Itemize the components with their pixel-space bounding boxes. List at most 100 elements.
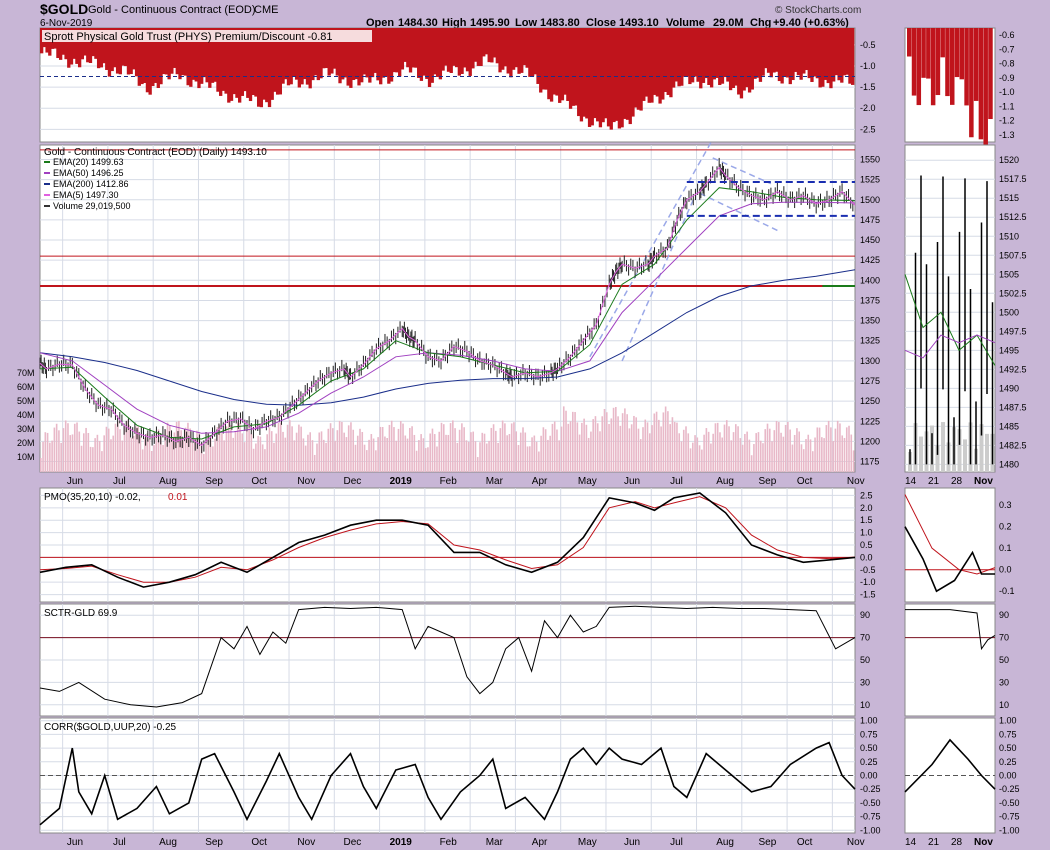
premium-bar: [273, 28, 277, 92]
premium-bar: [216, 28, 220, 92]
volume-bar: [504, 423, 506, 472]
premium-bar: [151, 28, 155, 87]
pmo-ytick-label: 1.5: [860, 515, 873, 525]
premium-bar: [574, 28, 578, 106]
volume-bar: [667, 411, 669, 472]
volume-bar: [780, 432, 782, 472]
volume-bar: [320, 431, 323, 472]
volume-bar: [182, 440, 185, 472]
premium-bar: [99, 28, 103, 68]
pmo-zoom-ytick-label: -0.1: [999, 586, 1015, 596]
volume-bar: [135, 426, 137, 472]
premium-bar: [425, 28, 429, 79]
volume-bar: [522, 427, 524, 472]
premium-bar: [232, 28, 236, 95]
corr-zoom-ytick-label: 0.00: [999, 771, 1017, 781]
sctr-panel: 90 70 50 30 10 SCTR-GLD 69.9 90 70 50 30 10: [39, 603, 1009, 717]
volume-bar: [517, 445, 520, 472]
volume-bar: [103, 435, 105, 472]
premium-bar: [126, 28, 131, 75]
volume-bar: [384, 436, 386, 472]
premium-zoom-ytick-label: -0.8: [999, 59, 1015, 69]
premium-bar: [162, 28, 166, 75]
volume-bar: [787, 421, 789, 472]
ema5-line: [39, 166, 856, 447]
zoom-xtick-label: 14: [905, 476, 917, 487]
premium-bar: [327, 28, 331, 76]
volume-bar: [341, 421, 343, 472]
volume-bar: [126, 420, 128, 472]
premium-ytick-label: -1.5: [860, 82, 876, 92]
premium-bar: [661, 28, 665, 100]
pmo-zoom-ytick-label: 0.3: [999, 500, 1012, 510]
premium-bar: [465, 28, 470, 72]
premium-bar: [709, 28, 714, 88]
volume-bar: [112, 435, 115, 472]
price-xtick-label: Mar: [486, 476, 504, 487]
volume-bar: [701, 449, 703, 472]
volume-bar: [753, 444, 755, 472]
volume-bar: [574, 412, 576, 472]
volume-bar: [773, 430, 776, 472]
price-xtick-label: Jul: [113, 476, 126, 487]
premium-zoom-bar: [911, 28, 917, 96]
price-zoom-ytick-label: 1502.5: [999, 288, 1027, 298]
corr-ytick-label: 0.25: [860, 757, 878, 767]
volume-bar: [698, 445, 701, 472]
premium-bar: [544, 28, 548, 90]
premium-bar: [256, 28, 261, 107]
premium-bar: [528, 28, 532, 77]
corr-xtick-label: Nov: [297, 837, 315, 848]
premium-bar: [156, 28, 160, 89]
premium-bar: [832, 28, 836, 82]
volume-bar: [388, 424, 391, 472]
volume-bar: [685, 426, 687, 472]
premium-bar: [520, 28, 524, 73]
premium-bar: [794, 28, 798, 72]
zoom-volume-bar: [979, 424, 984, 472]
premium-bar: [56, 28, 60, 59]
legend-entry: EMA(200) 1412.86: [53, 179, 129, 189]
premium-bar: [530, 28, 535, 77]
premium-bar: [639, 28, 643, 111]
premium-bar: [680, 28, 684, 86]
premium-zoom-bar: [973, 28, 979, 101]
volume-bar: [524, 432, 527, 472]
price-ytick-label: 1375: [860, 295, 880, 305]
premium-bar: [549, 28, 554, 102]
premium-zoom-bar: [978, 28, 984, 140]
premium-bar: [758, 28, 763, 82]
premium-bar: [503, 28, 508, 67]
premium-bar: [311, 28, 315, 81]
price-ytick-label: 1425: [860, 255, 880, 265]
premium-zoom-bar: [988, 28, 993, 120]
premium-bar: [354, 28, 358, 80]
corr-ytick-label: 0.75: [860, 729, 878, 739]
volume-bar: [110, 439, 112, 472]
price-ytick-label: 1250: [860, 396, 880, 406]
premium-bar: [582, 28, 586, 117]
corr-xtick-label: Sep: [205, 837, 223, 848]
volume-bar: [673, 421, 676, 472]
premium-bar: [118, 28, 122, 75]
premium-bar: [69, 28, 74, 65]
volume-bar: [415, 450, 418, 472]
premium-bar: [246, 28, 250, 98]
volume-bar: [42, 441, 44, 472]
price-zoom-ytick-label: 1512.5: [999, 212, 1027, 222]
corr-title: CORR($GOLD,UUP,20) -0.25: [44, 722, 177, 733]
corr-xtick-label: Jul: [113, 837, 126, 848]
premium-bar: [197, 28, 201, 89]
price-zoom-ytick-label: 1515: [999, 193, 1019, 203]
high-value: 1495.90: [470, 17, 510, 29]
corr-ytick-label: -0.75: [860, 812, 881, 822]
corr-zoom-ytick-label: -0.25: [999, 784, 1020, 794]
corr-zoom-line: [904, 738, 996, 793]
corr-ytick-label: -1.00: [860, 825, 881, 835]
premium-bar: [254, 28, 258, 97]
volume-bar: [456, 442, 459, 472]
volume-bar: [164, 430, 167, 472]
premium-bar: [563, 28, 567, 95]
premium-zoom-bar: [969, 28, 974, 138]
